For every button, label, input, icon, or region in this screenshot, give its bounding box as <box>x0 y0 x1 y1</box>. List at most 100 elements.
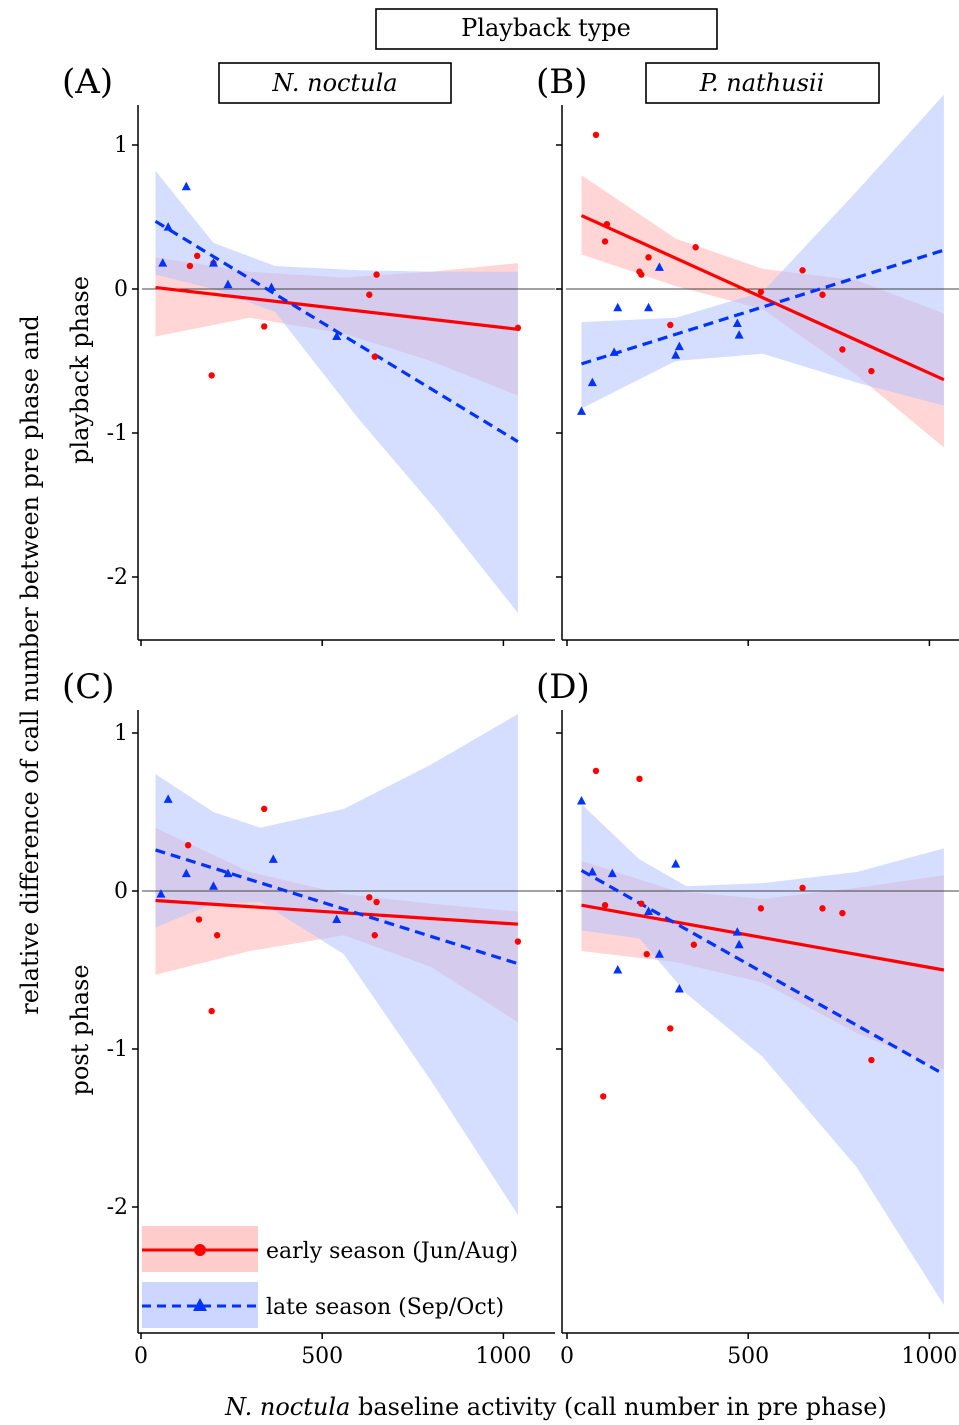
panel-d-point-early-5 <box>643 951 650 958</box>
panel-d-point-early-11 <box>839 909 846 917</box>
panel-label-d: (D) <box>536 667 590 707</box>
panel-d-point-late-9 <box>734 939 744 949</box>
y-axis-title-row2: post phase <box>66 964 94 1095</box>
panel-d-point-early-2 <box>601 902 609 909</box>
panel-c-point-late-5 <box>268 854 278 863</box>
x-tick-label-1000: 1000 <box>901 1344 957 1369</box>
panel-a-point-late-0 <box>158 258 168 267</box>
panel-c: (C) 0 500 1000 1 0 -1 -2 <box>62 667 555 1369</box>
panel-d-point-early-9 <box>799 884 806 892</box>
panel-b-point-late-5 <box>654 262 664 271</box>
legend-late-label: late season (Sep/Oct) <box>266 1295 504 1320</box>
panel-a-point-early-5 <box>366 291 373 298</box>
panel-a-point-late-1 <box>163 222 173 231</box>
panel-d-point-late-0 <box>576 795 586 805</box>
x-tick-label-1000: 1000 <box>475 1344 531 1369</box>
legend: early season (Jun/Aug) late season (Sep/… <box>142 1226 518 1328</box>
panel-b-point-early-11 <box>839 346 846 353</box>
panel-b-point-late-3 <box>613 302 623 312</box>
panel-a-point-late-4 <box>223 279 233 289</box>
panel-a-point-early-8 <box>514 324 522 332</box>
panel-a-y-tick-label-1: 1 <box>114 133 128 158</box>
panel-b-point-early-0 <box>592 131 600 139</box>
panel-b-fit-early <box>580 214 945 382</box>
legend-early-marker <box>194 1244 206 1256</box>
panel-d-point-late-5 <box>654 949 664 958</box>
panel-label-c: (C) <box>62 667 115 707</box>
panel-b-band-early <box>581 175 944 448</box>
panel-b-point-early-1 <box>601 238 609 245</box>
panel-a-y-tick-label--1: -1 <box>107 421 128 446</box>
panel-d-point-late-1 <box>587 867 597 876</box>
panel-b-point-early-7 <box>692 244 699 251</box>
panel-d-point-late-6 <box>671 859 681 868</box>
panel-c-point-early-7 <box>373 898 380 906</box>
panel-c-point-early-1 <box>195 916 203 923</box>
panel-c-point-late-2 <box>181 868 191 878</box>
panel-c-band-late <box>155 714 518 1215</box>
header-title: Playback type <box>461 14 631 42</box>
panel-c-point-early-3 <box>213 932 221 939</box>
panel-a-y-tick-label--2: -2 <box>107 565 128 590</box>
panel-a-fit-late <box>154 219 519 444</box>
panel-a-band-late <box>155 170 518 614</box>
panel-b-point-late-8 <box>732 318 742 328</box>
y-axis-title: relative difference of call number betwe… <box>16 315 44 1014</box>
strip-right-box <box>645 62 880 104</box>
panel-c-point-late-6 <box>332 914 342 923</box>
panel-a-point-late-2 <box>181 181 191 191</box>
x-axis-title: N. noctula baseline activity (call numbe… <box>224 1393 887 1421</box>
panel-d: (D) 0 500 1000 <box>536 667 959 1369</box>
panel-c-point-early-2 <box>208 1007 215 1015</box>
panel-a-fit-early <box>155 285 519 331</box>
x-axis-title-species: N. noctula <box>224 1393 350 1421</box>
panel-c-point-early-4 <box>261 805 268 813</box>
panel-c-y-tick-label--2: -2 <box>107 1195 128 1220</box>
panel-d-point-early-0 <box>592 767 600 775</box>
panel-c-point-late-4 <box>223 868 233 878</box>
panel-b-point-early-12 <box>868 367 875 375</box>
panel-a: (A) 1 0 -1 -2 <box>62 62 555 646</box>
panel-d-point-early-4 <box>638 900 645 907</box>
panel-b-point-early-10 <box>819 291 826 298</box>
panel-d-point-early-3 <box>636 775 643 783</box>
panel-d-point-early-7 <box>690 941 698 948</box>
x-tick-label-500: 500 <box>727 1344 769 1369</box>
panel-b-point-early-5 <box>645 254 652 261</box>
strip-left-box <box>218 62 452 104</box>
panel-c-point-late-3 <box>208 881 218 890</box>
panel-a-point-late-5 <box>266 282 276 292</box>
panel-b-point-early-8 <box>757 288 765 296</box>
panel-d-point-early-8 <box>757 905 765 912</box>
x-tick-label-0: 0 <box>134 1344 148 1369</box>
legend-early-label: early season (Jun/Aug) <box>266 1239 518 1264</box>
panel-d-point-early-1 <box>600 1093 607 1100</box>
panel-a-point-early-2 <box>208 372 215 379</box>
y-axis-title-row1: playback phase <box>66 276 94 464</box>
panel-c-y-tick-label--1: -1 <box>107 1037 128 1062</box>
panel-b-point-late-2 <box>609 347 619 356</box>
panel-b-band-late <box>581 94 944 409</box>
strip-left-label: N. noctula <box>271 69 397 97</box>
panel-b-point-late-6 <box>671 350 681 359</box>
legend-late-marker <box>193 1298 207 1311</box>
panel-b-point-early-6 <box>667 321 674 329</box>
panel-d-fit-early <box>581 903 945 972</box>
panel-b-point-early-4 <box>638 271 645 278</box>
panel-c-point-early-6 <box>371 932 378 939</box>
panel-d-point-early-12 <box>868 1056 875 1064</box>
panel-c-point-early-5 <box>366 894 373 901</box>
x-axis-title-rest: baseline activity (call number in pre ph… <box>350 1393 886 1421</box>
strip-right-label: P. nathusii <box>699 69 825 97</box>
panel-d-point-late-4 <box>644 906 654 916</box>
panel-c-point-late-1 <box>163 794 173 803</box>
panel-a-point-late-6 <box>332 331 342 341</box>
panel-label-a: (A) <box>62 62 113 102</box>
panel-d-band-late <box>581 804 944 1305</box>
panel-a-point-early-4 <box>261 323 268 330</box>
panel-label-b: (B) <box>536 62 588 102</box>
panel-d-point-late-8 <box>732 927 742 936</box>
x-tick-label-0: 0 <box>560 1344 574 1369</box>
panel-a-point-early-1 <box>193 252 201 260</box>
